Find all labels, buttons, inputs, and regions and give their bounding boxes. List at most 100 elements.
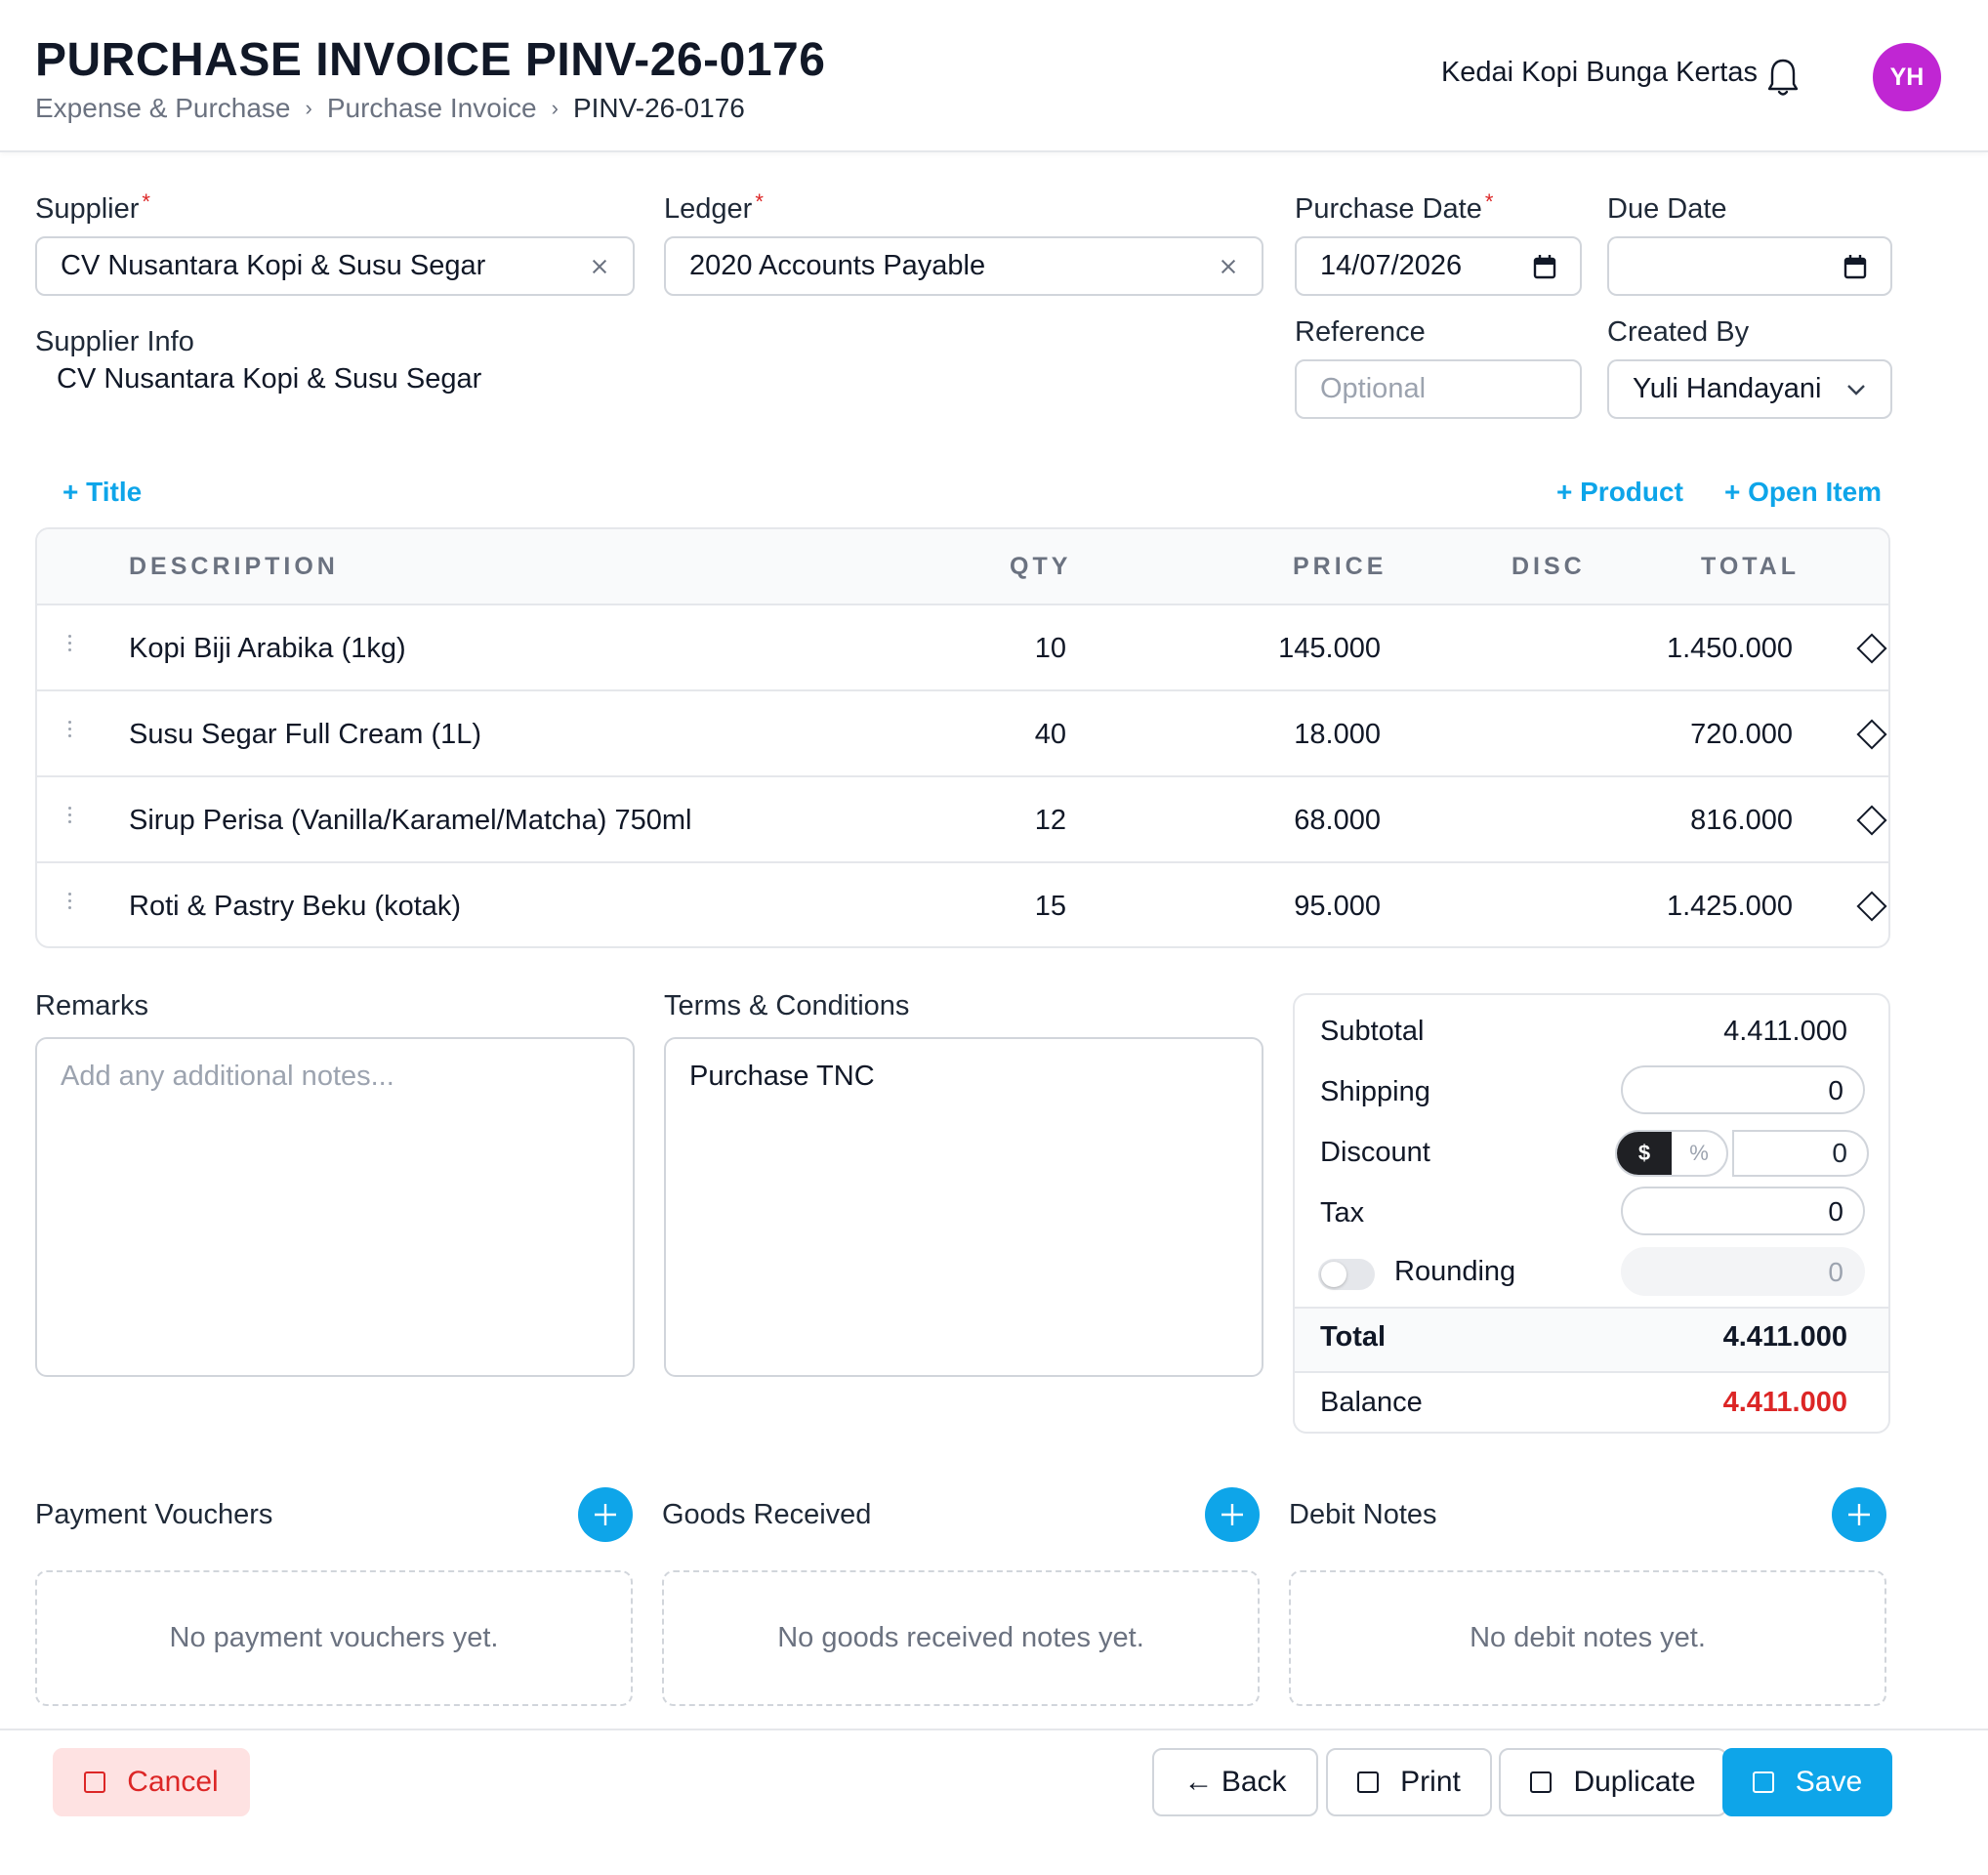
goods-received-title: Goods Received xyxy=(662,1499,872,1530)
row-qty[interactable]: 40 xyxy=(1034,719,1066,750)
calendar-icon[interactable] xyxy=(1533,254,1556,279)
calendar-icon[interactable] xyxy=(1843,254,1867,279)
subtotal-label: Subtotal xyxy=(1320,1016,1425,1047)
row-qty[interactable]: 12 xyxy=(1034,805,1066,836)
column-disc: DISC xyxy=(1512,553,1586,580)
remarks-textarea[interactable]: Add any additional notes... xyxy=(35,1037,635,1377)
plus-icon xyxy=(1222,1504,1243,1525)
print-button[interactable]: Print xyxy=(1326,1748,1492,1816)
breadcrumb-current: PINV-26-0176 xyxy=(572,93,745,123)
divider xyxy=(1295,1371,1888,1373)
row-description[interactable]: Sirup Perisa (Vanilla/Karamel/Matcha) 75… xyxy=(129,805,692,836)
payment-vouchers-title: Payment Vouchers xyxy=(35,1499,273,1530)
bell-icon[interactable] xyxy=(1767,57,1799,98)
row-price[interactable]: 68.000 xyxy=(1294,805,1381,836)
drag-handle-icon[interactable] xyxy=(66,893,74,916)
ledger-select[interactable]: 2020 Accounts Payable xyxy=(664,236,1263,296)
due-date-input[interactable] xyxy=(1607,236,1892,296)
footer-bar: Cancel ← Back Print Duplicate Save xyxy=(0,1729,1988,1875)
rounding-input: 0 xyxy=(1621,1247,1865,1296)
shipping-input[interactable]: 0 xyxy=(1621,1065,1865,1114)
row-options-icon[interactable] xyxy=(1856,891,1887,922)
row-options-icon[interactable] xyxy=(1856,633,1887,664)
tax-label: Tax xyxy=(1320,1197,1365,1229)
avatar[interactable]: YH xyxy=(1873,43,1941,111)
row-description[interactable]: Kopi Biji Arabika (1kg) xyxy=(129,633,406,664)
rounding-toggle[interactable] xyxy=(1318,1259,1375,1290)
reference-input[interactable]: Optional xyxy=(1295,359,1582,419)
page-header: PURCHASE INVOICE PINV-26-0176 Expense & … xyxy=(0,0,1988,152)
row-total: 1.450.000 xyxy=(1666,633,1793,664)
duplicate-button[interactable]: Duplicate xyxy=(1499,1748,1727,1816)
breadcrumb-purchase-invoice[interactable]: Purchase Invoice xyxy=(326,93,537,123)
add-debit-note-button[interactable] xyxy=(1832,1487,1886,1542)
subtotal-value: 4.411.000 xyxy=(1723,1016,1847,1047)
table-header: DESCRIPTION QTY PRICE DISC TOTAL xyxy=(37,529,1888,605)
table-row: Sirup Perisa (Vanilla/Karamel/Matcha) 75… xyxy=(37,777,1888,863)
add-payment-voucher-button[interactable] xyxy=(578,1487,633,1542)
drag-handle-icon[interactable] xyxy=(66,635,74,658)
supplier-label: Supplier * xyxy=(35,189,150,225)
cancel-button[interactable]: Cancel xyxy=(53,1748,250,1816)
terms-label: Terms & Conditions xyxy=(664,990,910,1021)
plus-icon xyxy=(595,1504,616,1525)
back-button[interactable]: ← Back xyxy=(1152,1748,1318,1816)
table-row: Roti & Pastry Beku (kotak) 15 95.000 1.4… xyxy=(37,863,1888,946)
row-description[interactable]: Roti & Pastry Beku (kotak) xyxy=(129,891,462,922)
terms-textarea[interactable]: Purchase TNC xyxy=(664,1037,1263,1377)
goods-received-empty: No goods received notes yet. xyxy=(662,1570,1260,1706)
discount-label: Discount xyxy=(1320,1137,1430,1168)
clear-icon[interactable] xyxy=(590,257,609,276)
discount-input[interactable]: 0 xyxy=(1732,1130,1869,1177)
chevron-right-icon: › xyxy=(551,96,559,120)
created-by-select[interactable]: Yuli Handayani xyxy=(1607,359,1892,419)
row-qty[interactable]: 10 xyxy=(1034,633,1066,664)
breadcrumb-expense-purchase[interactable]: Expense & Purchase xyxy=(35,93,291,123)
rounding-label: Rounding xyxy=(1394,1256,1516,1287)
add-title-link[interactable]: + Title xyxy=(62,477,143,507)
drag-handle-icon[interactable] xyxy=(66,807,74,830)
save-button[interactable]: Save xyxy=(1722,1748,1892,1816)
print-icon xyxy=(1357,1771,1380,1793)
payment-vouchers-empty: No payment vouchers yet. xyxy=(35,1570,633,1706)
row-description[interactable]: Susu Segar Full Cream (1L) xyxy=(129,719,482,750)
drag-handle-icon[interactable] xyxy=(66,721,74,744)
row-total: 720.000 xyxy=(1690,719,1793,750)
row-total: 816.000 xyxy=(1690,805,1793,836)
supplier-info-value: CV Nusantara Kopi & Susu Segar xyxy=(57,363,482,395)
divider xyxy=(1295,1307,1888,1309)
items-table: DESCRIPTION QTY PRICE DISC TOTAL Kopi Bi… xyxy=(35,527,1890,948)
column-total: TOTAL xyxy=(1701,553,1801,580)
row-price[interactable]: 95.000 xyxy=(1294,891,1381,922)
add-product-link[interactable]: + Product xyxy=(1556,477,1683,507)
column-qty: QTY xyxy=(1010,553,1072,580)
add-open-item-link[interactable]: + Open Item xyxy=(1724,477,1883,507)
summary-panel: Subtotal 4.411.000 Shipping 0 Discount $… xyxy=(1293,993,1890,1434)
page-title: PURCHASE INVOICE PINV-26-0176 xyxy=(35,34,826,86)
table-row: Susu Segar Full Cream (1L) 40 18.000 720… xyxy=(37,691,1888,777)
row-price[interactable]: 18.000 xyxy=(1294,719,1381,750)
created-by-label: Created By xyxy=(1607,316,1750,348)
purchase-date-input[interactable]: 14/07/2026 xyxy=(1295,236,1582,296)
row-qty[interactable]: 15 xyxy=(1034,891,1066,922)
due-date-label: Due Date xyxy=(1607,193,1727,225)
total-label: Total xyxy=(1320,1321,1387,1353)
supplier-select[interactable]: CV Nusantara Kopi & Susu Segar xyxy=(35,236,635,296)
column-description: DESCRIPTION xyxy=(129,553,339,580)
add-goods-received-button[interactable] xyxy=(1205,1487,1260,1542)
table-row: Kopi Biji Arabika (1kg) 10 145.000 1.450… xyxy=(37,605,1888,691)
row-options-icon[interactable] xyxy=(1856,805,1887,836)
tax-input[interactable]: 0 xyxy=(1621,1187,1865,1235)
supplier-info-label: Supplier Info xyxy=(35,326,194,357)
row-price[interactable]: 145.000 xyxy=(1278,633,1381,664)
discount-mode-toggle[interactable]: $ % xyxy=(1615,1130,1728,1177)
save-icon xyxy=(1752,1771,1774,1793)
discount-percent-option[interactable]: % xyxy=(1689,1141,1709,1165)
company-name[interactable]: Kedai Kopi Bunga Kertas xyxy=(1440,57,1758,88)
column-price: PRICE xyxy=(1293,553,1387,580)
row-options-icon[interactable] xyxy=(1856,719,1887,750)
reference-label: Reference xyxy=(1295,316,1426,348)
clear-icon[interactable] xyxy=(1219,257,1238,276)
discount-amount-option[interactable]: $ xyxy=(1617,1132,1672,1175)
